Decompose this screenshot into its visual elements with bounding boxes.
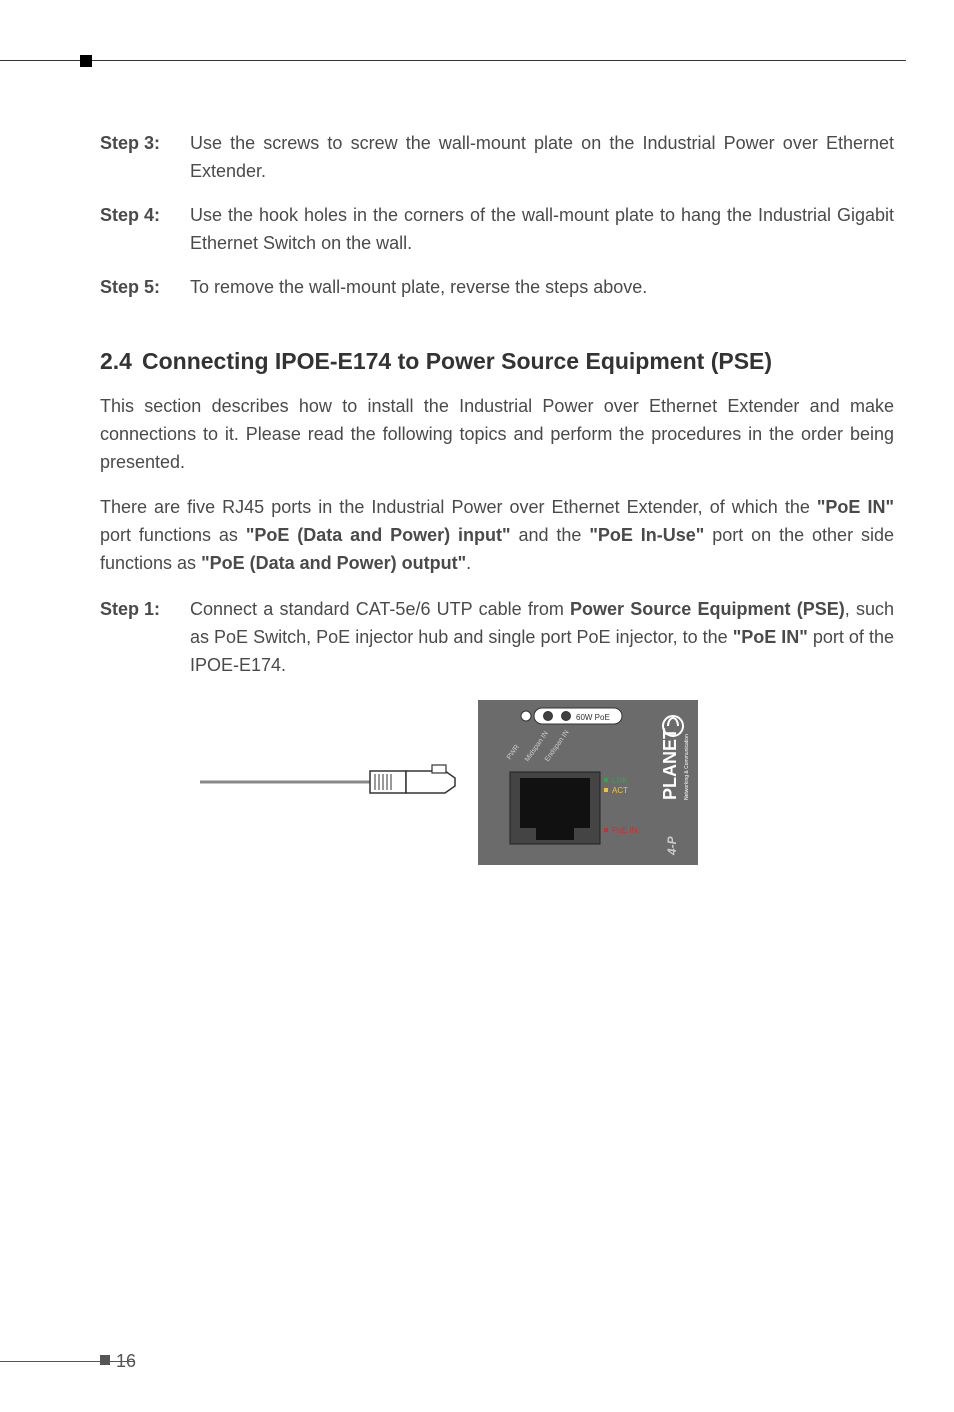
text: There are five RJ45 ports in the Industr…: [100, 497, 817, 517]
footer-square: [100, 1355, 110, 1365]
paragraph-intro: This section describes how to install th…: [100, 393, 894, 477]
footer: [0, 1361, 954, 1362]
page-number: 16: [116, 1351, 136, 1372]
section-title: Connecting IPOE-E174 to Power Source Equ…: [142, 345, 894, 378]
text: and the: [511, 525, 590, 545]
cable-plug-icon: [200, 757, 460, 807]
step-body: Connect a standard CAT-5e/6 UTP cable fr…: [190, 596, 894, 680]
bold-text: "PoE In-Use": [589, 525, 704, 545]
step-label: Step 1:: [100, 596, 190, 680]
text: Connect a standard CAT-5e/6 UTP cable fr…: [190, 599, 570, 619]
page-content: Step 3: Use the screws to screw the wall…: [100, 130, 894, 865]
step-3: Step 3: Use the screws to screw the wall…: [100, 130, 894, 186]
bold-text: Power Source Equipment (PSE): [570, 599, 845, 619]
svg-text:4-P: 4-P: [665, 835, 679, 856]
figure-connection: 60W PoE PWR Midspan IN Endspan IN LNK AC…: [200, 700, 894, 865]
text: .: [466, 553, 471, 573]
step-label: Step 4:: [100, 202, 190, 258]
header-rule: [0, 60, 906, 63]
device-panel-icon: 60W PoE PWR Midspan IN Endspan IN LNK AC…: [478, 700, 698, 865]
step-4: Step 4: Use the hook holes in the corner…: [100, 202, 894, 258]
svg-text:PoE IN: PoE IN: [612, 826, 638, 835]
step-5: Step 5: To remove the wall-mount plate, …: [100, 274, 894, 302]
section-heading: 2.4 Connecting IPOE-E174 to Power Source…: [100, 345, 894, 378]
step-label: Step 3:: [100, 130, 190, 186]
svg-text:ACT: ACT: [612, 786, 628, 795]
step-body: To remove the wall-mount plate, reverse …: [190, 274, 894, 302]
section-number: 2.4: [100, 345, 142, 378]
step-label: Step 5:: [100, 274, 190, 302]
bold-text: "PoE (Data and Power) output": [201, 553, 466, 573]
text: port functions as: [100, 525, 246, 545]
header-square: [80, 55, 92, 67]
bold-text: "PoE IN": [733, 627, 808, 647]
footer-rule: [0, 1361, 134, 1362]
paragraph-ports: There are five RJ45 ports in the Industr…: [100, 494, 894, 578]
svg-text:60W PoE: 60W PoE: [576, 713, 610, 722]
bold-text: "PoE (Data and Power) input": [246, 525, 511, 545]
bold-text: "PoE IN": [817, 497, 894, 517]
svg-text:Networking & Communication: Networking & Communication: [684, 734, 690, 800]
svg-text:LNK: LNK: [612, 776, 628, 785]
step-body: Use the screws to screw the wall-mount p…: [190, 130, 894, 186]
step-body: Use the hook holes in the corners of the…: [190, 202, 894, 258]
step-1: Step 1: Connect a standard CAT-5e/6 UTP …: [100, 596, 894, 680]
svg-text:PLANET: PLANET: [660, 728, 680, 800]
